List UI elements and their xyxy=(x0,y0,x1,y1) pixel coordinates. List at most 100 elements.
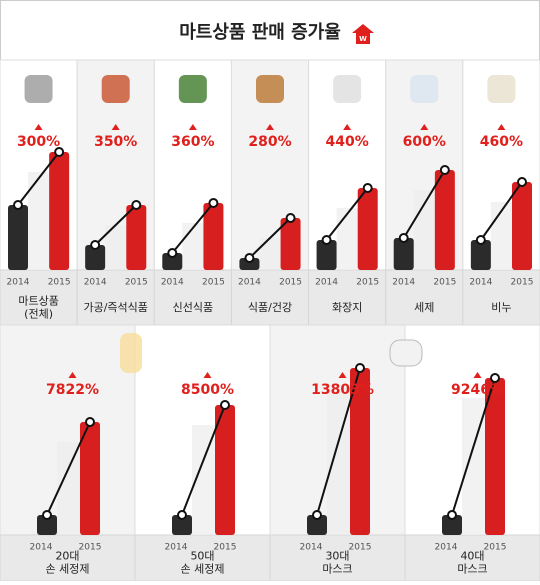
category-label: 20대 xyxy=(55,550,79,563)
bar-2014 xyxy=(470,240,491,270)
year-end: 2015 xyxy=(484,543,507,553)
product-icon xyxy=(389,339,423,367)
panel: 440% 2014 2015 화장지 xyxy=(308,59,387,326)
bar-2015 xyxy=(203,203,224,270)
year-end: 2015 xyxy=(279,278,302,288)
trend-line xyxy=(402,169,446,239)
year-end: 2015 xyxy=(511,278,534,288)
dot xyxy=(244,253,255,263)
dot xyxy=(220,400,230,410)
dot xyxy=(355,363,365,373)
panel: 350% 2014 2015 가공/즉석식품 xyxy=(76,59,155,326)
year-start: 2014 xyxy=(161,278,184,288)
bar-2015 xyxy=(485,378,505,535)
hatch xyxy=(182,223,204,270)
hatch xyxy=(28,172,50,270)
hatch xyxy=(192,425,215,535)
bar-2014 xyxy=(316,240,337,270)
label-band xyxy=(404,534,540,582)
year-start: 2014 xyxy=(7,278,30,288)
bar-2015 xyxy=(350,368,370,535)
bar-2014 xyxy=(162,253,183,270)
category-label: 40대 xyxy=(460,550,484,563)
increase: 7822% xyxy=(46,382,99,398)
category-label: 비누 xyxy=(491,301,511,314)
trend-line xyxy=(325,187,369,241)
year-start: 2014 xyxy=(238,278,261,288)
year-start: 2014 xyxy=(315,278,338,288)
trend-line xyxy=(171,202,215,254)
dot xyxy=(54,147,65,157)
dot xyxy=(177,510,187,520)
bar-2015 xyxy=(357,188,378,270)
dot xyxy=(85,417,95,427)
up-arrow xyxy=(497,124,506,130)
panel: 460% 2014 2015 비누 xyxy=(462,59,540,326)
dot xyxy=(321,235,332,245)
up-arrow xyxy=(111,124,120,130)
bar-2015 xyxy=(49,152,70,270)
category-label: 손 세정제 xyxy=(46,563,90,576)
badge-icon: W xyxy=(352,24,374,44)
hatch xyxy=(336,208,358,270)
year-start: 2014 xyxy=(84,278,107,288)
label-band xyxy=(230,269,310,326)
up-arrow xyxy=(203,372,212,378)
category-label: 30대 xyxy=(325,550,349,563)
panel: 300% 2014 2015 마트상품(전체) xyxy=(0,59,78,326)
increase: 360% xyxy=(171,134,214,150)
category-label: 식품/건강 xyxy=(248,301,292,314)
hatch xyxy=(462,398,485,535)
dot xyxy=(439,165,450,175)
bar-2014 xyxy=(37,515,57,535)
up-arrow xyxy=(68,372,77,378)
badge: W xyxy=(359,35,367,43)
increase: 300% xyxy=(17,134,60,150)
category-label: 마스크 xyxy=(457,563,487,576)
dot xyxy=(208,198,219,208)
trend-line xyxy=(94,204,137,246)
up-arrow xyxy=(343,124,352,130)
increase: 350% xyxy=(94,134,137,150)
bar-2014 xyxy=(442,515,462,535)
category-label: 50대 xyxy=(190,550,214,563)
dot xyxy=(131,200,142,210)
increase: 600% xyxy=(403,134,446,150)
year-end: 2015 xyxy=(48,278,71,288)
product-icon xyxy=(24,75,53,103)
up-arrow xyxy=(188,124,197,130)
hatch xyxy=(57,442,80,535)
bar-2015 xyxy=(434,170,455,270)
up-arrow xyxy=(473,372,482,378)
year-start: 2014 xyxy=(435,543,458,553)
bar-2015 xyxy=(280,218,301,270)
trend-line xyxy=(46,421,91,516)
category-label: 가공/즉석식품 xyxy=(83,301,147,314)
bar-2014 xyxy=(8,205,28,270)
year-end: 2015 xyxy=(349,543,372,553)
dot xyxy=(447,510,457,520)
trend-line xyxy=(248,217,292,259)
dot xyxy=(42,510,52,520)
dot xyxy=(475,235,486,245)
trend-line xyxy=(480,181,523,241)
dot xyxy=(362,183,373,193)
category-label: (전체) xyxy=(24,308,53,321)
increase: 460% xyxy=(480,134,523,150)
year-end: 2015 xyxy=(433,278,456,288)
product-icon xyxy=(333,75,362,103)
trend-line xyxy=(316,367,361,516)
category-label: 마트상품 xyxy=(18,295,58,308)
bar-2014 xyxy=(85,245,106,270)
increase: 280% xyxy=(248,134,291,150)
dot xyxy=(312,510,322,520)
product-icon xyxy=(487,75,516,103)
year-end: 2015 xyxy=(125,278,148,288)
panel: 600% 2014 2015 세제 xyxy=(385,59,464,326)
category-label: 손 세정제 xyxy=(181,563,225,576)
bar-2014 xyxy=(393,238,414,270)
